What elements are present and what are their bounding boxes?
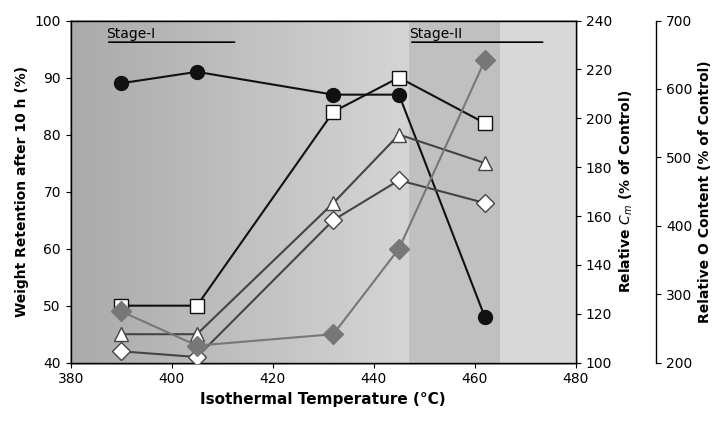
Bar: [268, 21, 274, 363]
Bar: [291, 21, 297, 363]
Bar: [297, 21, 302, 363]
Bar: [127, 21, 133, 363]
Bar: [262, 21, 268, 363]
Text: Stage-I: Stage-I: [106, 27, 155, 41]
Bar: [257, 21, 262, 363]
Bar: [161, 21, 166, 363]
Bar: [398, 21, 403, 363]
Bar: [324, 21, 330, 363]
Bar: [358, 21, 364, 363]
Bar: [138, 21, 144, 363]
Bar: [369, 21, 375, 363]
Bar: [121, 21, 127, 363]
Bar: [387, 21, 392, 363]
Bar: [183, 21, 189, 363]
Bar: [178, 21, 183, 363]
Bar: [342, 21, 347, 363]
Bar: [189, 21, 195, 363]
Bar: [308, 21, 313, 363]
Bar: [403, 21, 409, 363]
Bar: [87, 21, 93, 363]
Bar: [392, 21, 398, 363]
Bar: [285, 21, 291, 363]
Bar: [319, 21, 324, 363]
Bar: [201, 21, 206, 363]
Bar: [330, 21, 336, 363]
Y-axis label: Weight Retention after 10 h (%): Weight Retention after 10 h (%): [15, 66, 29, 317]
Bar: [353, 21, 358, 363]
Bar: [313, 21, 319, 363]
Bar: [409, 21, 500, 363]
Bar: [133, 21, 138, 363]
Bar: [217, 21, 223, 363]
Bar: [246, 21, 251, 363]
Bar: [279, 21, 285, 363]
Text: Stage-II: Stage-II: [409, 27, 462, 41]
X-axis label: Isothermal Temperature (°C): Isothermal Temperature (°C): [201, 392, 446, 407]
Bar: [274, 21, 279, 363]
Bar: [347, 21, 353, 363]
Bar: [105, 21, 110, 363]
Bar: [500, 21, 576, 363]
Y-axis label: Relative $C_m$ (% of Control): Relative $C_m$ (% of Control): [617, 90, 635, 293]
Bar: [156, 21, 161, 363]
Bar: [195, 21, 201, 363]
Bar: [110, 21, 116, 363]
Bar: [206, 21, 212, 363]
Bar: [144, 21, 150, 363]
Bar: [71, 21, 76, 363]
Bar: [251, 21, 257, 363]
Bar: [234, 21, 240, 363]
Bar: [364, 21, 369, 363]
Bar: [82, 21, 87, 363]
Bar: [240, 21, 246, 363]
Bar: [116, 21, 121, 363]
Bar: [212, 21, 217, 363]
Y-axis label: Relative O Content (% of Control): Relative O Content (% of Control): [698, 60, 712, 323]
Bar: [223, 21, 228, 363]
Bar: [172, 21, 178, 363]
Bar: [336, 21, 342, 363]
Bar: [228, 21, 234, 363]
Bar: [375, 21, 381, 363]
Bar: [302, 21, 308, 363]
Bar: [93, 21, 99, 363]
Bar: [166, 21, 172, 363]
Bar: [99, 21, 105, 363]
Bar: [150, 21, 156, 363]
Bar: [381, 21, 387, 363]
Bar: [76, 21, 82, 363]
